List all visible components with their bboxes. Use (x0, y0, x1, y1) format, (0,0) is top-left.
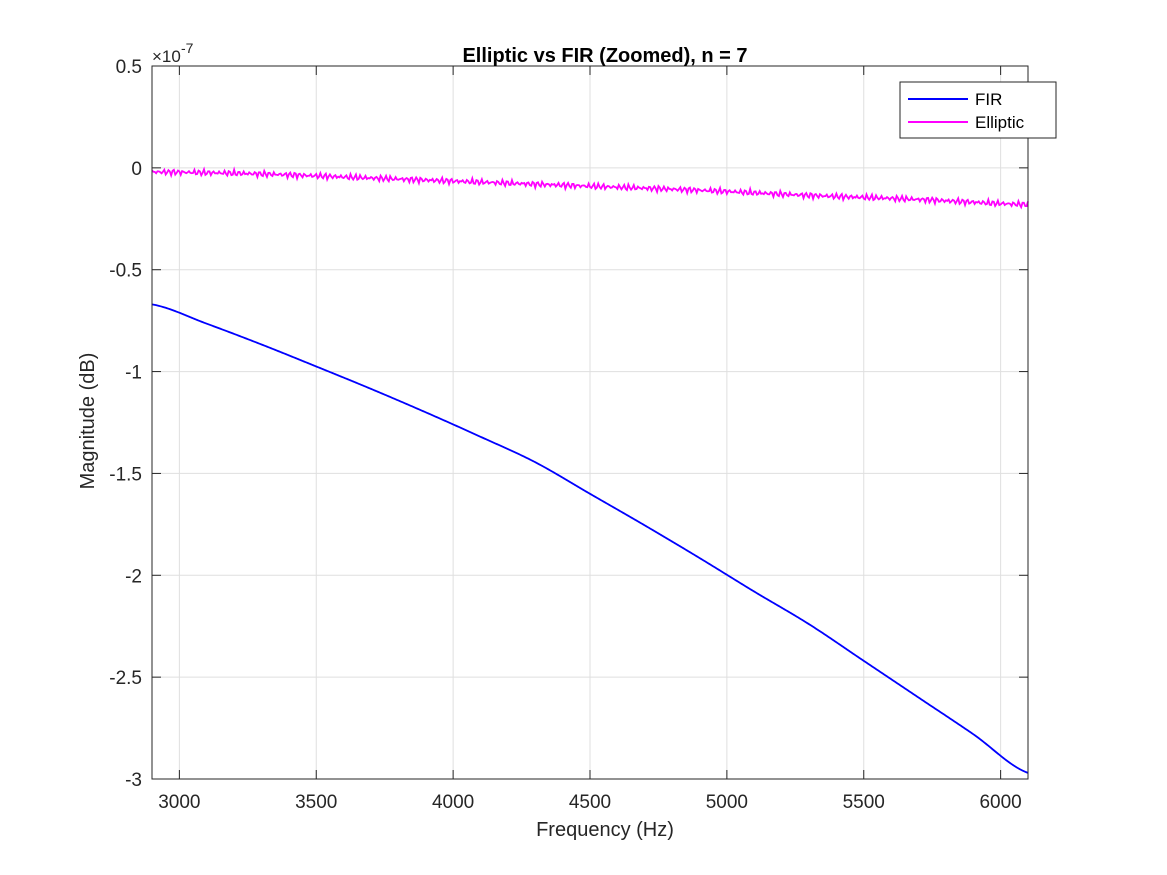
grid (152, 65, 1028, 780)
x-tick-label: 6000 (979, 792, 1021, 813)
x-tick-label: 3500 (295, 792, 337, 813)
series-line-elliptic (151, 166, 1029, 210)
plot-series (151, 166, 1029, 774)
legend-label-fir: FIR (975, 90, 1002, 109)
y-tick-label: -2 (125, 566, 142, 587)
x-tick-label: 4500 (569, 792, 611, 813)
y-tick-label: -2.5 (109, 668, 142, 689)
y-tick-label: -3 (125, 770, 142, 791)
y-exponent-power: -7 (181, 40, 194, 56)
ticks: 3000 3500 4000 4500 5000 5500 6000 0.5 0 -0.5 -1 -1… (109, 57, 1028, 813)
legend-label-elliptic: Elliptic (975, 113, 1025, 132)
legend: FIR Elliptic (899, 81, 1057, 139)
y-axis-exponent: ×10 -7 (152, 40, 194, 66)
chart-title: Elliptic vs FIR (Zoomed), n = 7 (462, 45, 747, 67)
y-tick-label: 0.5 (116, 57, 142, 78)
x-tick-label: 5000 (706, 792, 748, 813)
x-axis-label: Frequency (Hz) (536, 819, 674, 841)
legend-box (899, 81, 1057, 139)
y-tick-label: -0.5 (109, 261, 142, 282)
x-tick-label: 4000 (432, 792, 474, 813)
series-line-fir (151, 303, 1029, 774)
y-tick-label: -1 (125, 363, 142, 384)
y-tick-label: -1.5 (109, 464, 142, 485)
x-tick-label: 5500 (843, 792, 885, 813)
y-tick-label: 0 (131, 159, 142, 180)
x-tick-label: 3000 (158, 792, 200, 813)
y-exponent-base: ×10 (152, 47, 181, 66)
y-axis-label: Magnitude (dB) (77, 353, 99, 490)
